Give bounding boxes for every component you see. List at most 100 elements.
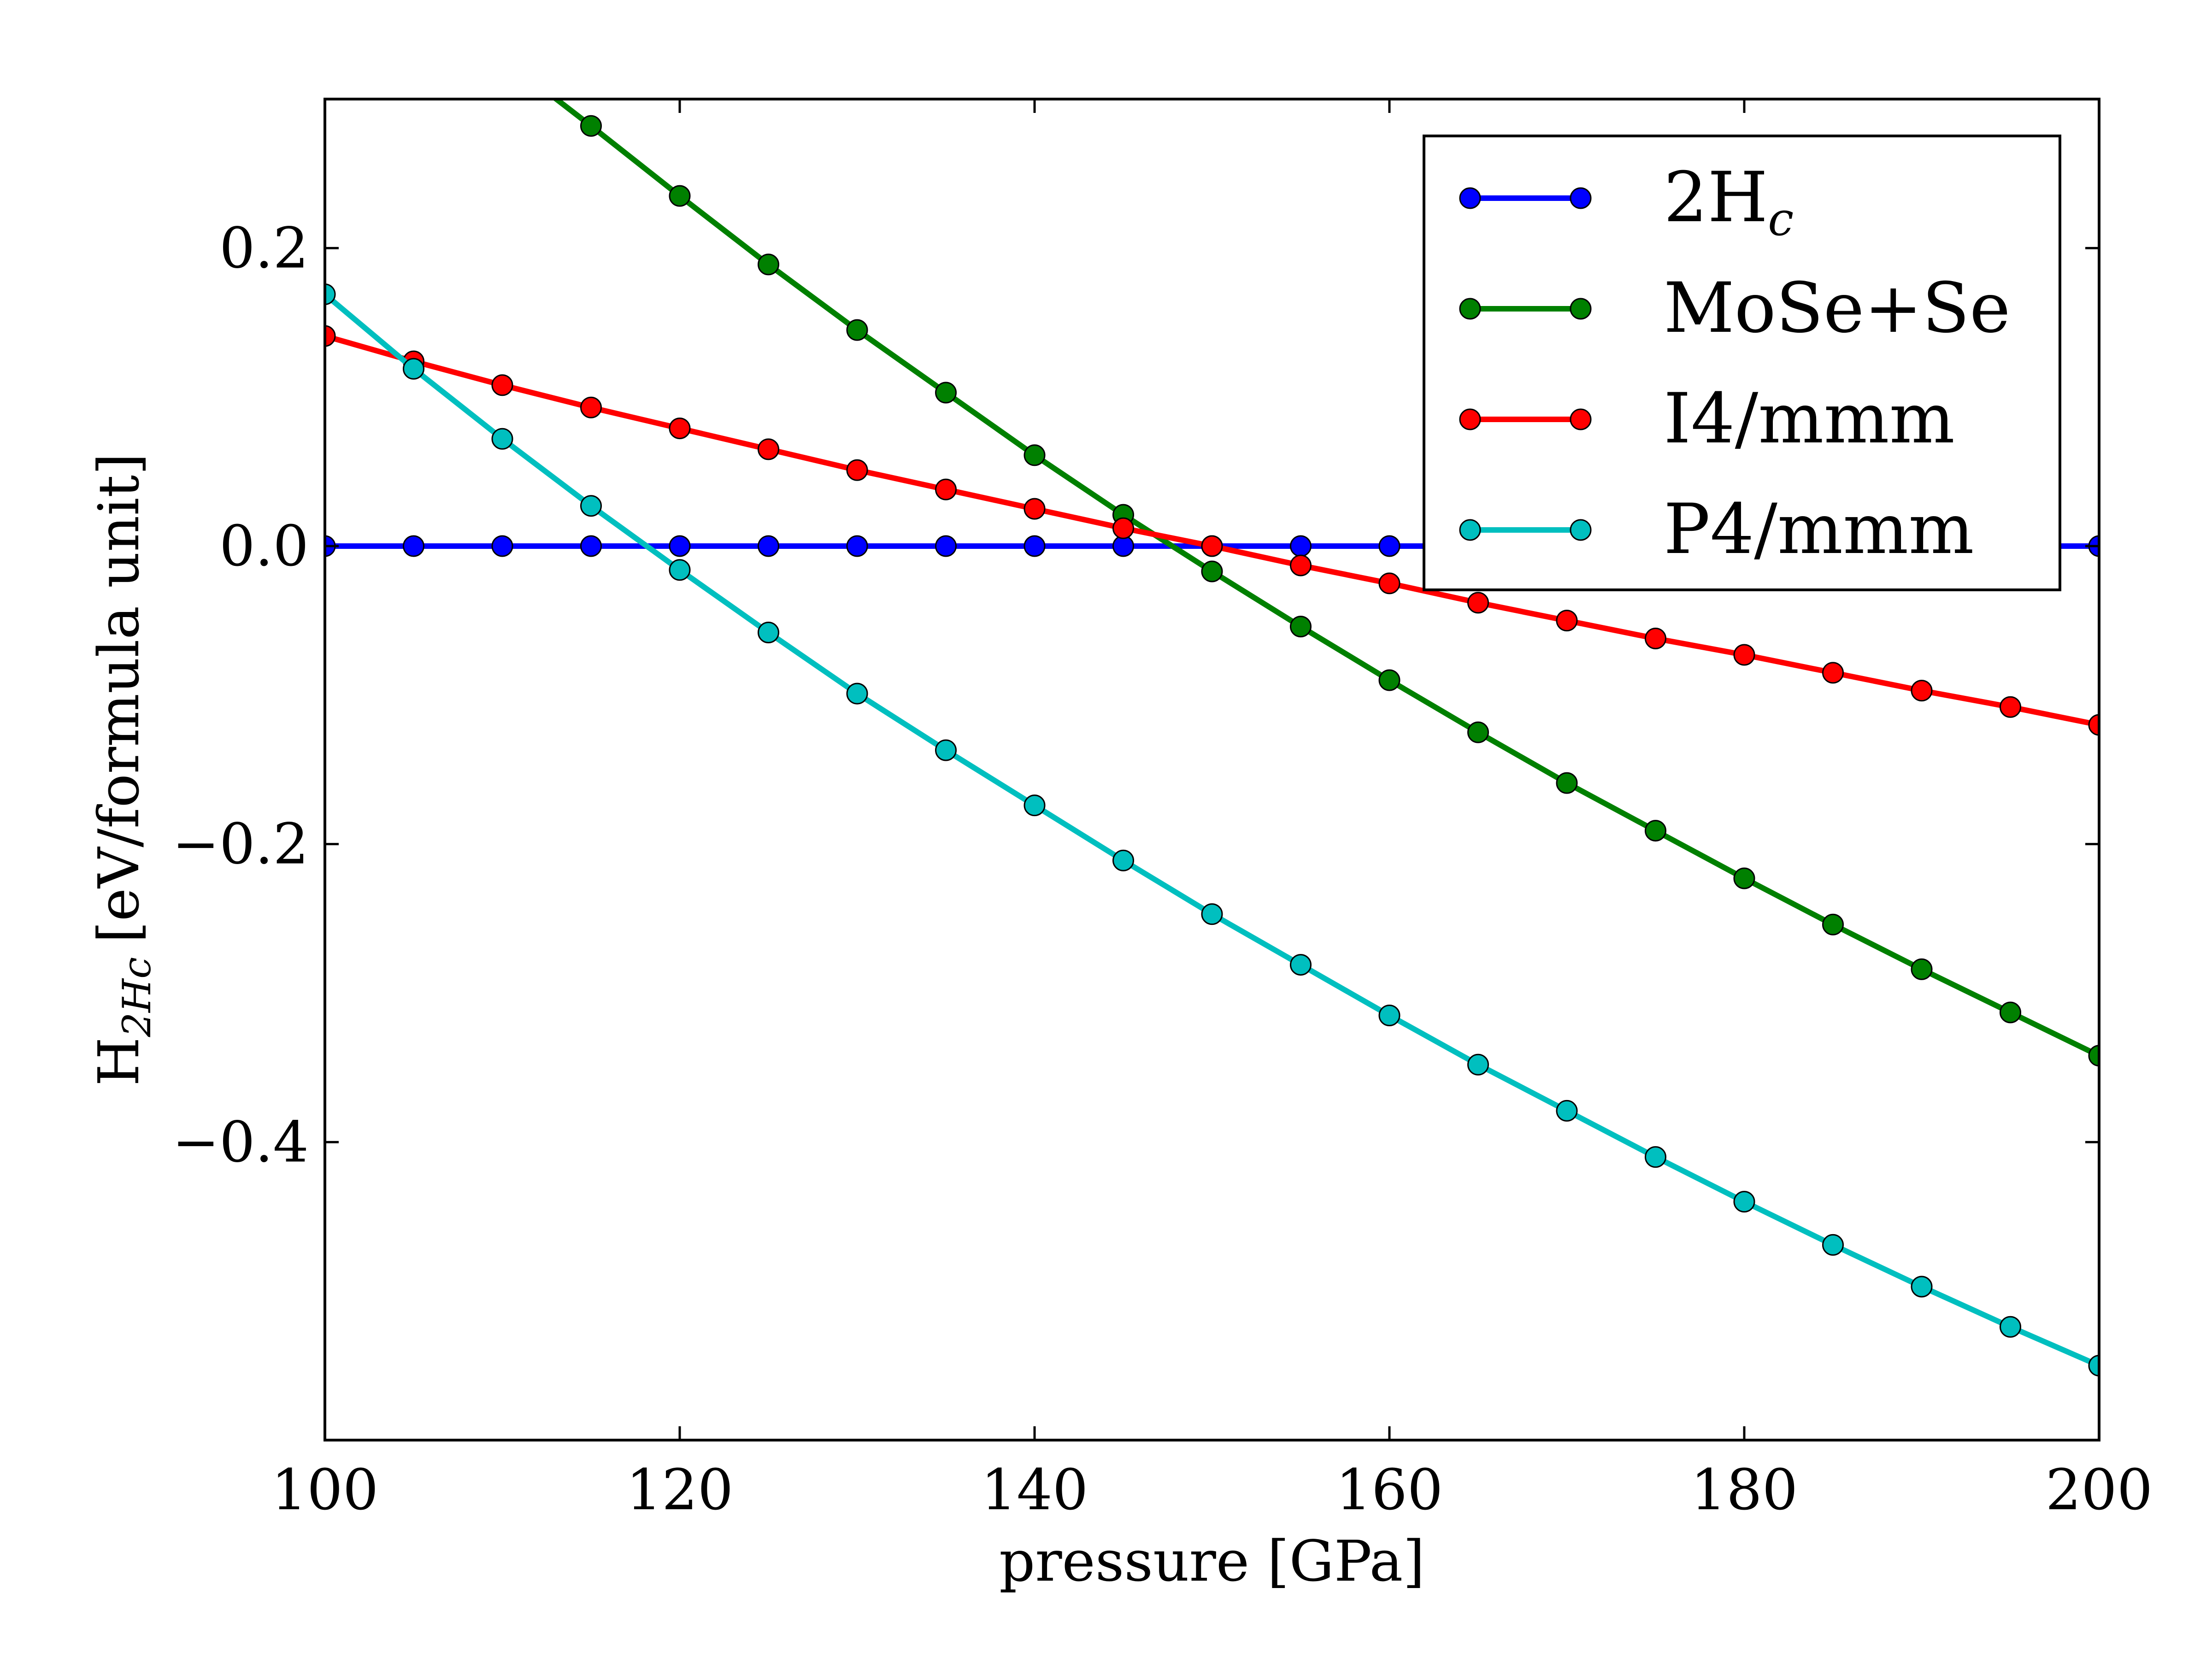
y-axis-label-rest: [eV/formula unit] xyxy=(86,453,152,943)
legend-marker xyxy=(1570,519,1592,541)
legend-marker xyxy=(1459,298,1481,320)
data-point-i4-mmm xyxy=(669,418,691,440)
data-point-p4-mmm xyxy=(1112,849,1134,871)
data-point-p4-mmm xyxy=(1645,1146,1666,1168)
x-tick-label: 200 xyxy=(2046,1457,2153,1523)
legend-entry-2hc: 2Hc xyxy=(1459,158,1794,246)
data-point-2hc xyxy=(491,535,513,557)
data-point-mose-se xyxy=(2088,1045,2099,1067)
data-point-i4-mmm xyxy=(491,374,513,396)
x-tick-label: 120 xyxy=(626,1457,734,1523)
data-point-p4-mmm xyxy=(403,358,424,380)
ticks-layer: 100 120 140 160 180 200 0.2 0.0 −0.2 −0.4 xyxy=(172,99,2153,1523)
data-point-p4-mmm xyxy=(2000,1316,2021,1338)
data-point-i4-mmm xyxy=(1112,517,1134,539)
data-point-p4-mmm xyxy=(1467,1053,1489,1076)
data-point-2hc xyxy=(403,535,424,557)
data-point-p4-mmm xyxy=(758,622,779,644)
data-point-p4-mmm xyxy=(2088,1354,2099,1377)
series-layer xyxy=(325,99,2099,1377)
y-tick-label: 0.0 xyxy=(219,513,309,579)
data-point-p4-mmm xyxy=(1201,903,1223,925)
plot-frame xyxy=(324,98,2100,1441)
data-point-i4-mmm xyxy=(2000,696,2021,718)
legend-marker xyxy=(1570,298,1592,320)
data-point-p4-mmm xyxy=(1290,954,1312,976)
data-point-p4-mmm xyxy=(1556,1100,1578,1122)
series-p4-mmm xyxy=(325,283,2099,1377)
legend-entry-mose-se: MoSe+Se xyxy=(1459,268,2011,348)
data-point-i4-mmm xyxy=(2088,714,2099,736)
data-point-mose-se xyxy=(1467,721,1489,743)
x-tick-label: 180 xyxy=(1691,1457,1798,1523)
legend-entries: 2Hc MoSe+Se I4/mmm P4/mmm xyxy=(1459,158,2011,570)
y-tick-label: −0.4 xyxy=(172,1109,309,1175)
legend-label: MoSe+Se xyxy=(1664,268,2011,348)
data-point-mose-se xyxy=(1645,820,1666,842)
data-point-i4-mmm xyxy=(1645,627,1666,649)
x-tick-label: 160 xyxy=(1336,1457,1443,1523)
data-point-p4-mmm xyxy=(580,495,602,517)
series-i4-mmm xyxy=(325,325,2099,736)
data-point-i4-mmm xyxy=(758,438,779,460)
legend-marker xyxy=(1459,408,1481,430)
data-point-mose-se xyxy=(2000,1001,2021,1024)
data-point-2hc xyxy=(935,535,957,557)
data-point-i4-mmm xyxy=(1911,680,1933,702)
legend-label-main: MoSe+Se xyxy=(1664,268,2011,348)
data-point-i4-mmm xyxy=(1290,554,1312,577)
data-point-2hc xyxy=(580,535,602,557)
data-point-mose-se xyxy=(1556,772,1578,794)
data-point-i4-mmm xyxy=(1733,644,1755,666)
series-mose-se xyxy=(552,99,2099,1067)
data-point-mose-se xyxy=(1024,444,1046,466)
data-point-2hc xyxy=(1024,535,1046,557)
data-point-p4-mmm xyxy=(1378,1005,1400,1026)
x-tick-label: 100 xyxy=(271,1457,379,1523)
data-point-2hc xyxy=(669,535,691,557)
data-point-mose-se xyxy=(1911,958,1933,980)
data-point-i4-mmm xyxy=(1024,498,1046,520)
legend-marker xyxy=(1459,519,1481,541)
data-point-2hc xyxy=(1378,535,1400,557)
data-point-i4-mmm xyxy=(580,396,602,418)
legend-entry-p4-mmm: P4/mmm xyxy=(1459,489,1974,570)
data-point-mose-se xyxy=(1733,867,1755,889)
data-point-i4-mmm xyxy=(1201,535,1223,557)
data-point-p4-mmm xyxy=(669,559,691,581)
data-point-i4-mmm xyxy=(1467,592,1489,614)
y-axis-label-sub: 2Hc xyxy=(114,957,159,1038)
data-point-mose-se xyxy=(1201,560,1223,582)
legend-label-main: 2H xyxy=(1664,158,1768,238)
data-point-mose-se xyxy=(935,382,957,404)
legend: 2Hc MoSe+Se I4/mmm P4/mmm xyxy=(1423,135,2061,591)
x-tick-label: 140 xyxy=(981,1457,1088,1523)
legend-entry-i4-mmm: I4/mmm xyxy=(1459,379,1955,459)
data-point-mose-se xyxy=(1378,669,1400,691)
data-point-p4-mmm xyxy=(1024,794,1046,817)
legend-label-main: I4/mmm xyxy=(1664,379,1955,459)
data-point-i4-mmm xyxy=(1556,610,1578,632)
data-point-i4-mmm xyxy=(935,478,957,500)
data-point-mose-se xyxy=(1822,913,1844,935)
data-point-mose-se xyxy=(1290,616,1312,638)
data-point-2hc xyxy=(1290,535,1312,557)
legend-marker xyxy=(1570,187,1592,209)
legend-label: I4/mmm xyxy=(1664,379,1955,459)
y-tick-label: 0.2 xyxy=(219,215,309,281)
data-point-2hc xyxy=(758,535,779,557)
legend-frame xyxy=(1423,135,2061,591)
data-point-p4-mmm xyxy=(1733,1191,1755,1213)
data-point-p4-mmm xyxy=(325,283,336,306)
data-point-p4-mmm xyxy=(1822,1234,1844,1256)
data-point-mose-se xyxy=(669,185,691,207)
x-axis-label: pressure [GPa] xyxy=(999,1529,1425,1594)
legend-marker xyxy=(1570,408,1592,430)
data-point-p4-mmm xyxy=(935,739,957,761)
legend-label: P4/mmm xyxy=(1664,489,1974,570)
data-point-mose-se xyxy=(846,319,868,341)
legend-label-main: P4/mmm xyxy=(1664,489,1974,570)
y-axis-label-main: H xyxy=(86,1037,152,1086)
data-point-p4-mmm xyxy=(491,428,513,450)
